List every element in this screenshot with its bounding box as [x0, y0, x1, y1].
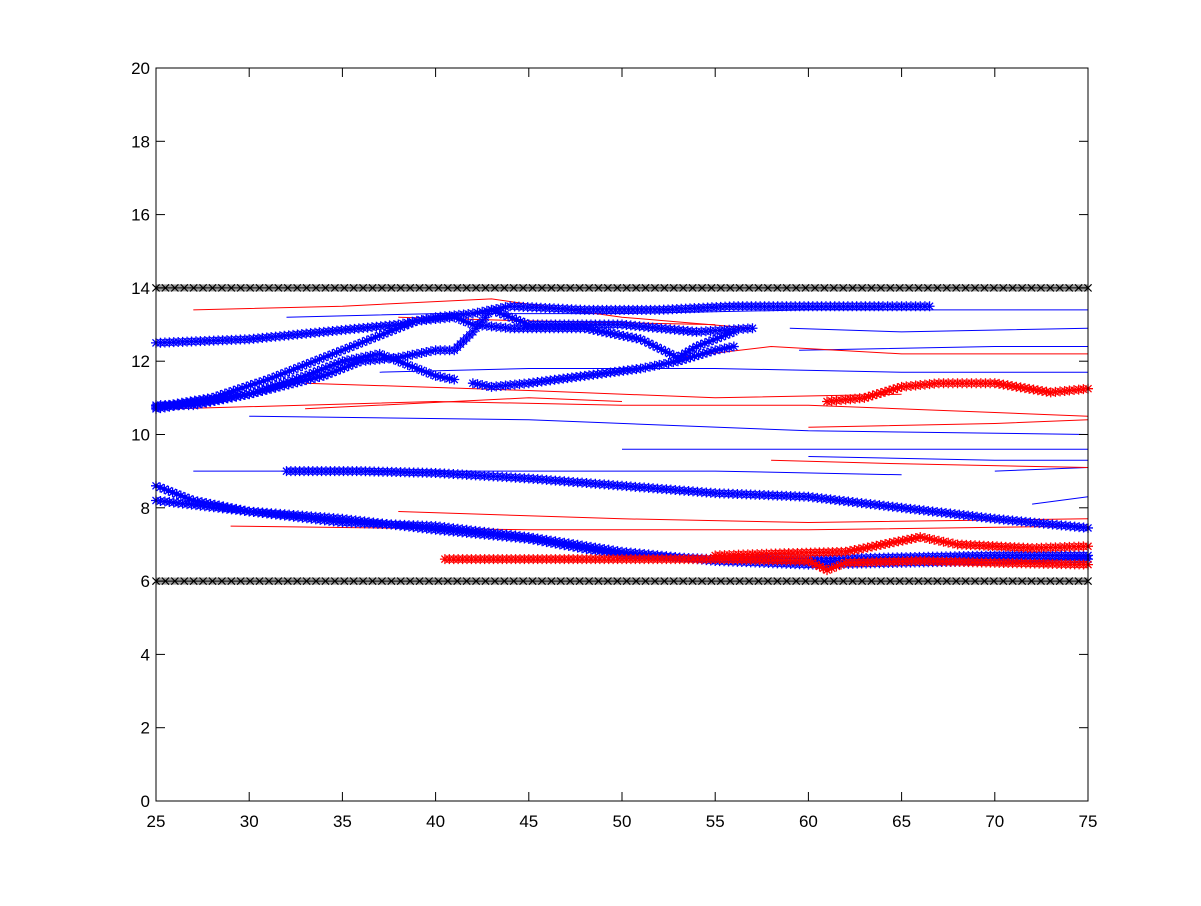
series-5 — [281, 466, 1093, 533]
series-21 — [193, 298, 753, 329]
series-12-line — [789, 327, 1089, 333]
y-tick-label: 14 — [131, 279, 150, 298]
series-30 — [230, 525, 1089, 531]
series-10 — [439, 554, 1093, 576]
boundary-layer — [151, 283, 1093, 586]
series-19 — [994, 467, 1089, 472]
y-tick-label: 20 — [131, 59, 150, 78]
series-21-line — [193, 298, 753, 329]
series-5-markers — [281, 466, 1093, 533]
y-tick-label: 2 — [141, 719, 150, 738]
x-tick-label: 45 — [519, 812, 538, 831]
series-8-markers — [822, 378, 1093, 407]
y-tick-label: 12 — [131, 352, 150, 371]
series-14-line — [379, 368, 1088, 373]
series-24 — [305, 382, 902, 399]
x-tick-label: 50 — [613, 812, 632, 831]
series-8 — [822, 378, 1093, 407]
series-25-line — [174, 401, 1089, 417]
series-28 — [771, 459, 1089, 468]
series-26 — [305, 397, 623, 410]
series-14 — [379, 368, 1088, 373]
series-27-line — [808, 419, 1089, 428]
plot-area — [156, 68, 1088, 801]
x-tick-label: 75 — [1079, 812, 1098, 831]
y-tick-label: 10 — [131, 426, 150, 445]
x-tick-label: 55 — [706, 812, 725, 831]
series-29 — [398, 511, 1089, 523]
series-12 — [789, 327, 1089, 333]
series-18 — [808, 456, 1088, 461]
series-13 — [799, 346, 1088, 351]
series-26-line — [305, 397, 623, 410]
series-20 — [1032, 496, 1089, 505]
series-4 — [467, 341, 739, 392]
x-tick-label: 70 — [985, 812, 1004, 831]
series-24-line — [305, 382, 902, 399]
series-27 — [808, 419, 1089, 428]
series-15-line — [249, 415, 1089, 435]
boundary-1 — [151, 577, 1093, 586]
y-tick-label: 18 — [131, 132, 150, 151]
series-28-line — [771, 459, 1089, 468]
y-tick-label: 8 — [141, 499, 150, 518]
x-tick-label: 65 — [892, 812, 911, 831]
series-13-line — [799, 346, 1088, 351]
series-30-line — [230, 525, 1089, 531]
series-18-line — [808, 456, 1088, 461]
series-15 — [249, 415, 1089, 435]
series-20-line — [1032, 496, 1089, 505]
series-10-markers — [439, 554, 1093, 576]
x-tick-label: 35 — [333, 812, 352, 831]
series-layer — [151, 298, 1093, 576]
x-tick-label: 30 — [240, 812, 259, 831]
series-29-line — [398, 511, 1089, 523]
y-tick-label: 6 — [141, 572, 150, 591]
boundary-0 — [151, 283, 1093, 292]
series-4-markers — [467, 341, 739, 392]
series-25 — [174, 401, 1089, 417]
x-tick-label: 40 — [426, 812, 445, 831]
tick-layer: 25 30 35 40 45 50 55 60 65 70 75 0 2 4 6 8 10 12 14 16 18 20 — [131, 59, 1097, 831]
y-tick-label: 0 — [141, 792, 150, 811]
x-tick-label: 60 — [799, 812, 818, 831]
x-tick-label: 25 — [147, 812, 166, 831]
y-tick-label: 16 — [131, 206, 150, 225]
series-19-line — [994, 467, 1089, 472]
y-tick-label: 4 — [141, 645, 150, 664]
